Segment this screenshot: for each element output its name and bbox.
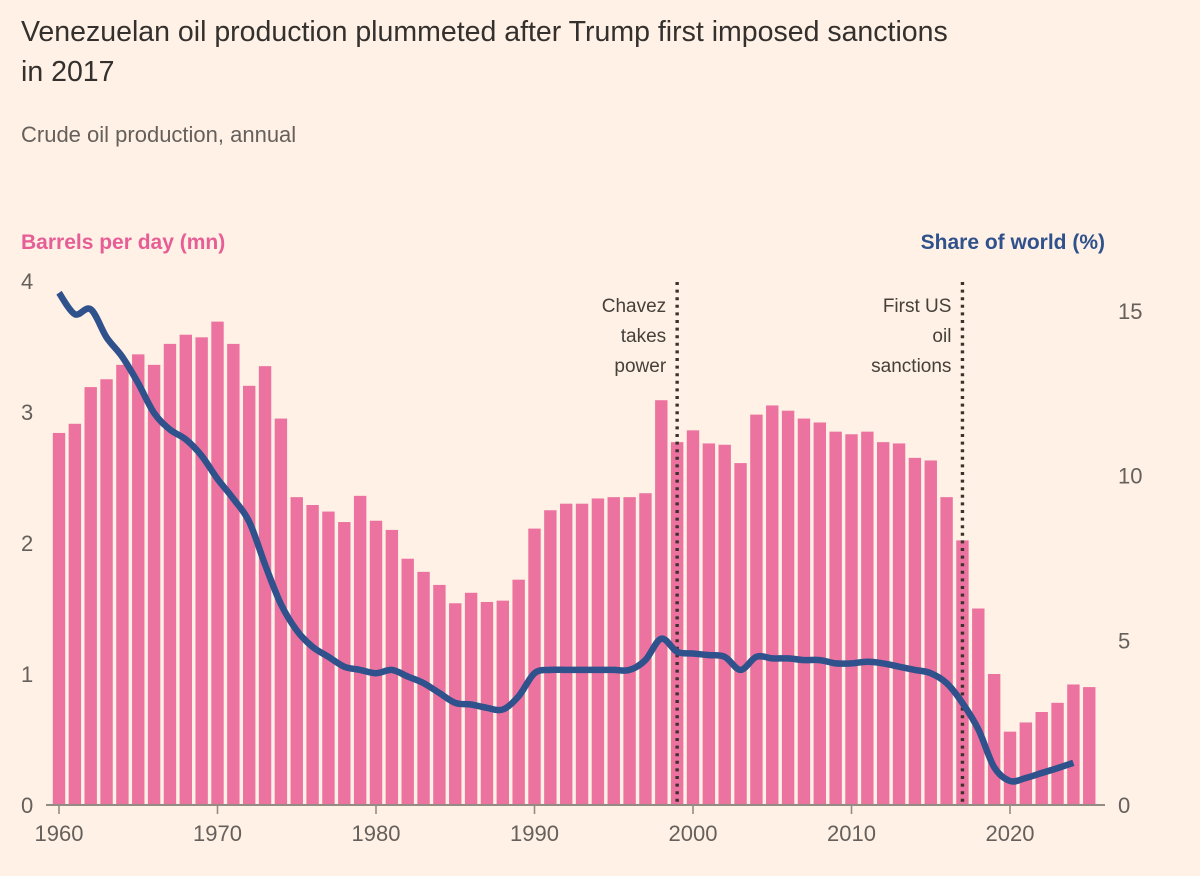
production-bar-1988 [496, 600, 509, 805]
production-bar-1960 [52, 432, 66, 805]
annotation-text-2017-0: First US [883, 296, 952, 317]
production-bar-1965 [132, 354, 145, 805]
left-tick-label-3: 3 [21, 400, 33, 425]
production-bar-1974 [274, 418, 288, 805]
production-bar-1967 [163, 343, 177, 805]
production-bar-2018 [972, 608, 985, 805]
production-bar-2008 [813, 422, 826, 805]
production-bar-2005 [766, 405, 779, 805]
production-bar-2020 [1003, 731, 1017, 805]
production-bar-1986 [464, 592, 478, 805]
left-tick-label-2: 2 [21, 531, 33, 556]
left-tick-label-4: 4 [21, 269, 33, 294]
production-bar-1982 [401, 558, 414, 805]
production-bar-1980 [369, 520, 383, 805]
production-bar-1990 [528, 528, 541, 805]
annotation-text-1999-2: power [614, 356, 666, 377]
production-bar-2003 [734, 463, 747, 805]
production-bar-1994 [591, 498, 605, 805]
production-bar-2010 [845, 434, 858, 805]
production-bar-1963 [100, 379, 113, 805]
annotation-text-1999-0: Chavez [602, 296, 666, 317]
production-bar-1998 [655, 400, 668, 805]
title-line-1: Venezuelan oil production plummeted afte… [21, 16, 948, 48]
production-bar-2016 [940, 497, 953, 805]
title-line-2: in 2017 [21, 56, 115, 88]
production-bar-1991 [544, 510, 557, 805]
production-bar-2006 [781, 410, 795, 805]
production-bar-2025 [1083, 687, 1096, 805]
production-bar-2023 [1051, 702, 1064, 805]
production-bar-2015 [924, 460, 937, 805]
production-bar-1975 [290, 497, 303, 805]
x-tick-label-2000: 2000 [669, 821, 718, 846]
production-bar-2014 [908, 457, 922, 805]
x-tick-label-1980: 1980 [352, 821, 401, 846]
right-tick-label-5: 5 [1118, 628, 1130, 653]
production-bar-1995 [607, 497, 620, 805]
right-axis-title: Share of world (%) [920, 231, 1105, 254]
production-bar-1968 [179, 334, 192, 805]
production-bar-1971 [227, 343, 240, 805]
production-bar-1970 [211, 321, 224, 805]
left-tick-label-0: 0 [21, 793, 33, 818]
production-bar-2000 [686, 430, 700, 805]
x-tick-label-2010: 2010 [827, 821, 876, 846]
production-bar-1979 [353, 495, 367, 805]
production-bar-1962 [84, 387, 97, 805]
production-bar-2002 [718, 444, 731, 805]
production-bar-2022 [1035, 711, 1048, 805]
right-tick-label-15: 15 [1118, 299, 1142, 324]
production-bar-2013 [892, 443, 906, 805]
right-tick-label-10: 10 [1118, 464, 1142, 489]
production-bar-1961 [68, 423, 82, 805]
annotation-text-2017-2: sanctions [871, 356, 951, 377]
production-bar-2001 [702, 443, 716, 805]
production-bar-2019 [987, 674, 1001, 805]
x-tick-label-1990: 1990 [510, 821, 559, 846]
production-bar-1983 [417, 571, 430, 805]
share-of-world-line [56, 290, 1075, 785]
production-bar-2009 [829, 431, 842, 805]
production-bar-1996 [623, 497, 636, 805]
production-bar-2011 [861, 431, 874, 805]
left-axis-title: Barrels per day (mn) [21, 231, 226, 254]
x-tick-label-1960: 1960 [35, 821, 84, 846]
production-bar-1969 [195, 337, 208, 805]
annotation-text-1999-1: takes [621, 326, 666, 347]
production-bar-1999 [670, 442, 684, 805]
production-bar-1964 [116, 364, 129, 805]
page-title: Venezuelan oil production plummeted afte… [21, 12, 1121, 92]
production-bar-2021 [1019, 722, 1033, 805]
left-tick-label-1: 1 [21, 662, 33, 687]
production-bar-2017 [956, 540, 969, 805]
production-bar-1973 [258, 366, 272, 805]
chart-subtitle: Crude oil production, annual [21, 122, 297, 147]
production-bar-1966 [147, 364, 161, 805]
right-tick-label-0: 0 [1118, 793, 1130, 818]
production-bar-1993 [575, 503, 589, 805]
production-bar-1972 [243, 385, 256, 805]
production-bar-2004 [750, 414, 763, 805]
x-tick-label-1970: 1970 [193, 821, 242, 846]
annotation-text-2017-1: oil [932, 326, 951, 347]
production-bar-1987 [480, 601, 494, 805]
production-bar-2007 [797, 418, 811, 805]
production-bar-1976 [306, 505, 319, 805]
production-bar-2012 [877, 442, 890, 805]
x-tick-label-2020: 2020 [986, 821, 1035, 846]
production-bar-2024 [1067, 684, 1080, 805]
production-bar-1997 [639, 493, 652, 805]
production-bar-1992 [560, 503, 573, 805]
